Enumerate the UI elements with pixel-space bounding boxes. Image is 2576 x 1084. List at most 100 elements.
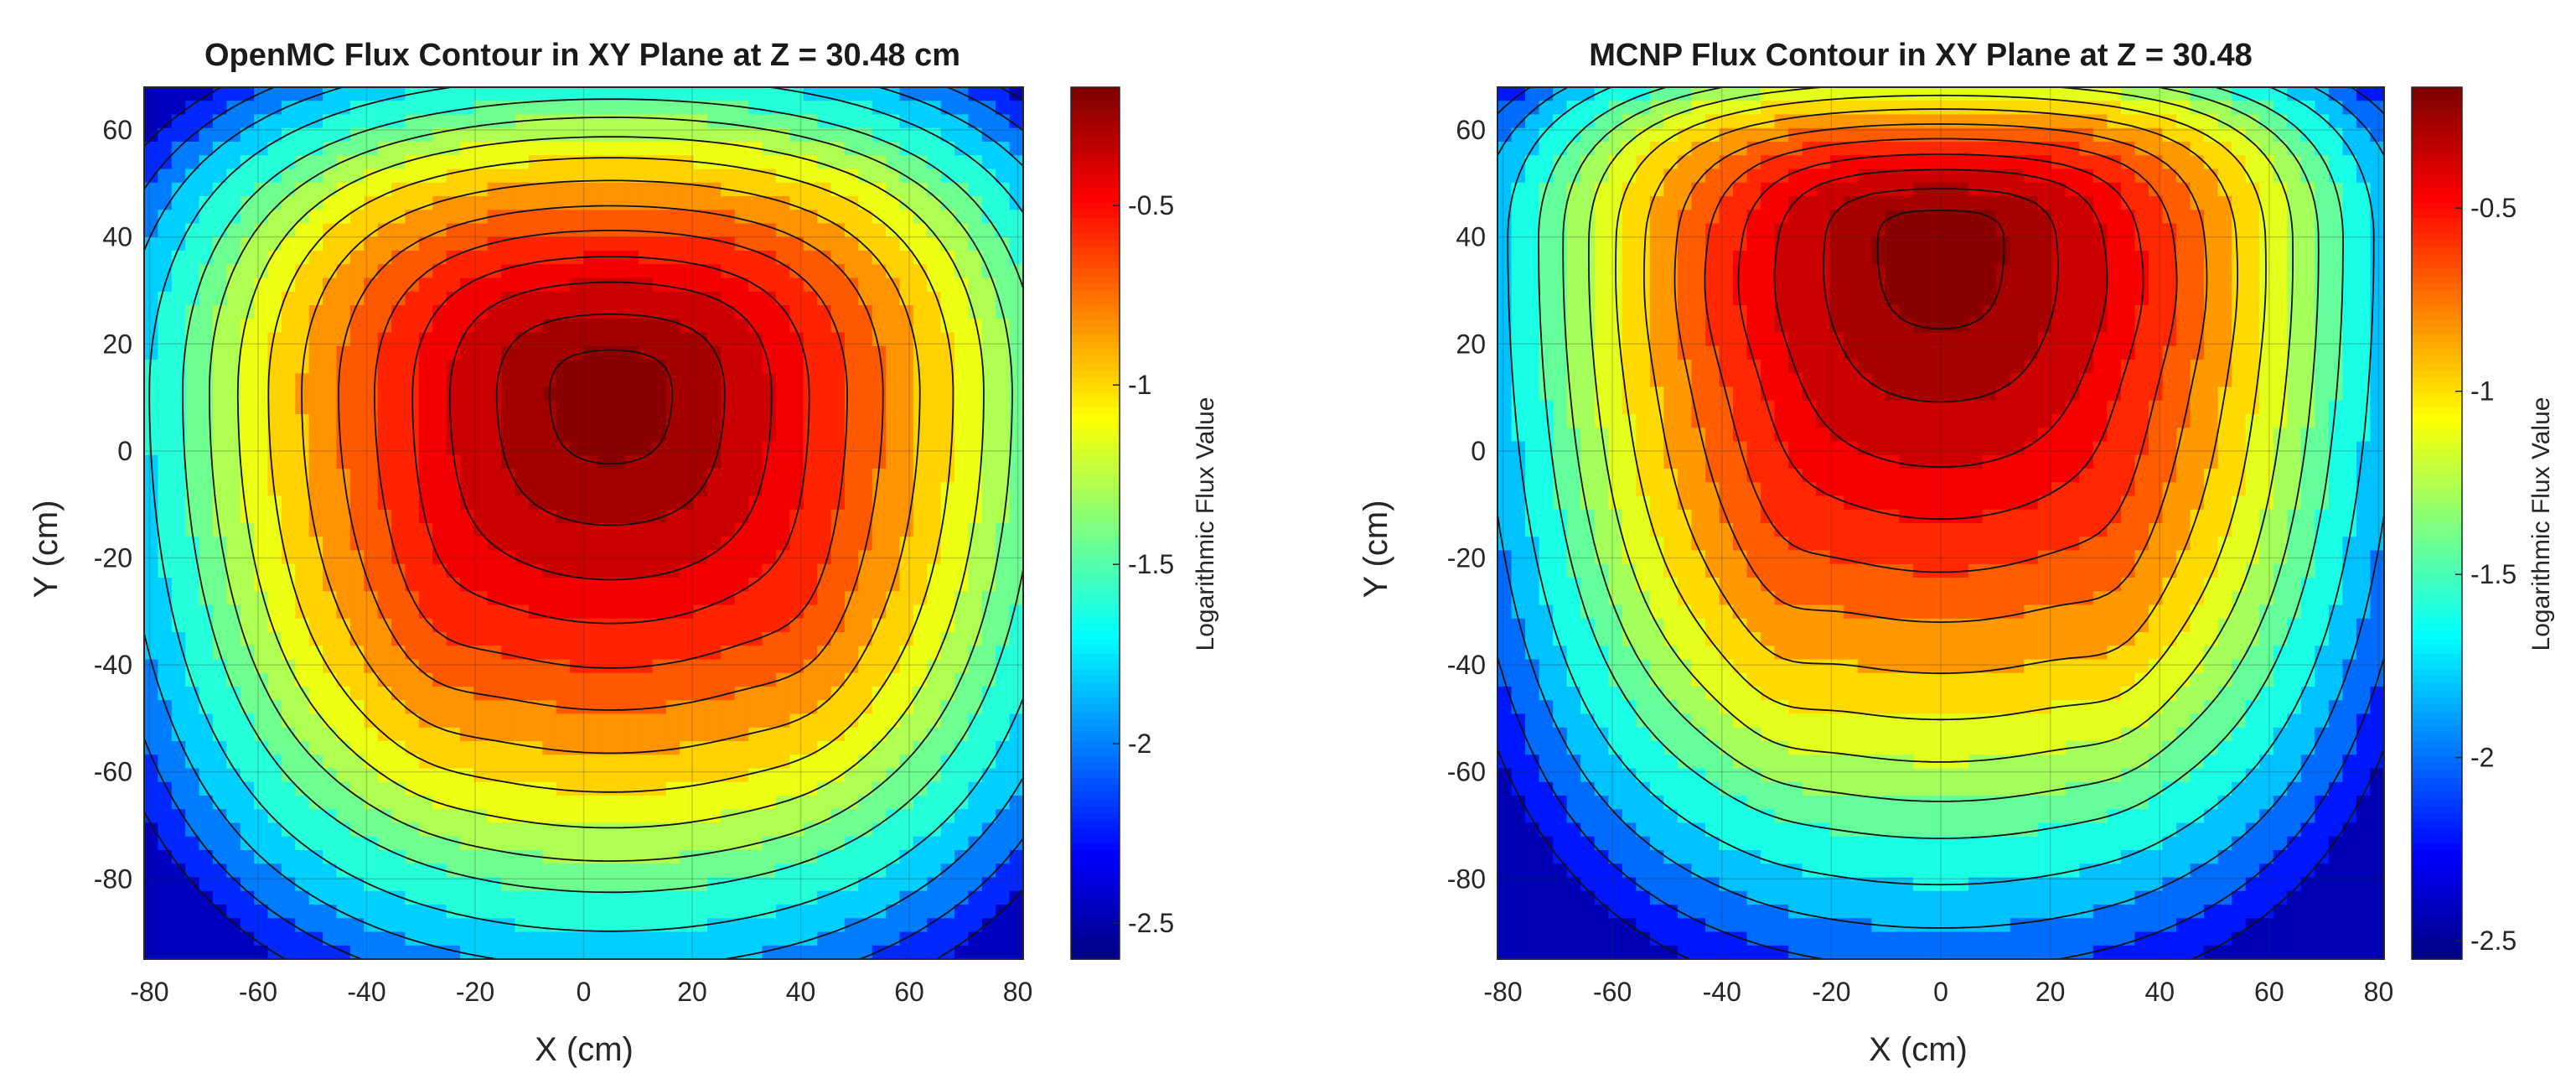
contour-cell bbox=[556, 945, 571, 959]
contour-cell bbox=[515, 509, 530, 524]
contour-cell bbox=[899, 713, 914, 729]
contour-cell bbox=[364, 755, 379, 770]
contour-cell bbox=[707, 796, 722, 811]
contour-cell bbox=[459, 236, 475, 252]
contour-cell bbox=[597, 400, 613, 415]
contour-cell bbox=[391, 319, 406, 334]
contour-cell bbox=[158, 877, 173, 892]
contour-cell bbox=[501, 945, 516, 959]
contour-cell bbox=[295, 713, 310, 729]
contour-cell bbox=[281, 428, 297, 443]
contour-cell bbox=[185, 850, 200, 865]
contour-cell bbox=[1553, 550, 1568, 565]
contour-cell bbox=[308, 523, 323, 538]
contour-cell bbox=[199, 291, 214, 306]
contour-cell bbox=[775, 632, 791, 647]
contour-cell bbox=[665, 114, 681, 129]
contour-cell bbox=[1525, 223, 1540, 238]
contour-cell bbox=[1594, 604, 1610, 620]
contour-cell bbox=[844, 127, 860, 143]
contour-cell bbox=[1580, 196, 1596, 211]
contour-cell bbox=[639, 319, 654, 334]
contour-cell bbox=[858, 277, 873, 293]
contour-cell bbox=[377, 495, 392, 511]
contour-cell bbox=[487, 196, 502, 211]
contour-cell bbox=[913, 537, 928, 552]
contour-cell bbox=[913, 169, 928, 184]
contour-cell bbox=[570, 809, 585, 824]
contour-cell bbox=[583, 905, 598, 920]
contour-cell bbox=[473, 127, 489, 143]
contour-cell bbox=[418, 591, 433, 606]
contour-cell bbox=[639, 578, 654, 593]
contour-cell bbox=[281, 618, 297, 633]
contour-cell bbox=[1511, 890, 1526, 905]
contour-cell bbox=[1622, 277, 1637, 293]
contour-cell bbox=[665, 428, 681, 443]
contour-cell bbox=[680, 618, 695, 633]
contour-cell bbox=[1594, 877, 1610, 892]
contour-cell bbox=[501, 114, 516, 129]
contour-cell bbox=[1566, 822, 1581, 838]
contour-cell bbox=[570, 604, 585, 620]
contour-cell bbox=[542, 87, 557, 102]
contour-cell bbox=[680, 345, 695, 360]
contour-cell bbox=[1497, 578, 1513, 593]
contour-cell bbox=[1594, 809, 1610, 824]
contour-cell bbox=[349, 768, 365, 783]
contour-cell bbox=[1608, 918, 1623, 933]
contour-cell bbox=[1553, 877, 1568, 892]
contour-cell bbox=[981, 386, 997, 402]
contour-cell bbox=[528, 781, 544, 796]
contour-cell bbox=[171, 386, 186, 402]
contour-cell bbox=[707, 345, 722, 360]
contour-cell bbox=[267, 441, 282, 456]
contour-cell bbox=[996, 251, 1011, 266]
contour-cell bbox=[391, 414, 406, 429]
contour-cell bbox=[515, 210, 530, 225]
contour-cell bbox=[775, 836, 791, 851]
contour-cell bbox=[295, 495, 310, 511]
contour-cell bbox=[199, 646, 214, 661]
contour-cell bbox=[459, 386, 475, 402]
contour-cell bbox=[611, 509, 626, 524]
contour-cell bbox=[515, 386, 530, 402]
contour-cell bbox=[281, 523, 297, 538]
contour-cell bbox=[226, 890, 241, 905]
contour-cell bbox=[1608, 441, 1623, 456]
contour-cell bbox=[281, 796, 297, 811]
contour-cell bbox=[391, 809, 406, 824]
contour-cell bbox=[308, 646, 323, 661]
contour-cell bbox=[364, 809, 379, 824]
contour-cell bbox=[1553, 196, 1568, 211]
contour-cell bbox=[308, 345, 323, 360]
contour-cell bbox=[1566, 469, 1581, 484]
contour-cell bbox=[418, 768, 433, 783]
contour-cell bbox=[473, 931, 489, 947]
contour-cell bbox=[583, 727, 598, 742]
contour-cell bbox=[913, 210, 928, 225]
colorbar-swatch bbox=[1071, 341, 1120, 350]
contour-cell bbox=[721, 632, 736, 647]
contour-cell bbox=[308, 400, 323, 415]
contour-cell bbox=[789, 345, 804, 360]
contour-cell bbox=[913, 182, 928, 197]
contour-cell bbox=[844, 210, 860, 225]
contour-cell bbox=[996, 264, 1011, 279]
contour-cell bbox=[775, 781, 791, 796]
colorbar-swatch bbox=[1071, 501, 1120, 510]
contour-cell bbox=[652, 537, 667, 552]
contour-cell bbox=[212, 360, 228, 375]
contour-cell bbox=[267, 360, 282, 375]
colorbar-swatch bbox=[1071, 821, 1120, 829]
contour-cell bbox=[487, 87, 502, 102]
contour-cell bbox=[377, 713, 392, 729]
contour-cell bbox=[721, 550, 736, 565]
colorbar-swatch bbox=[1071, 894, 1120, 902]
colorbar-swatch bbox=[1071, 763, 1120, 771]
contour-cell bbox=[501, 918, 516, 933]
contour-cell bbox=[556, 264, 571, 279]
contour-cell bbox=[323, 836, 338, 851]
contour-cell bbox=[528, 713, 544, 729]
colorbar-swatch bbox=[1071, 371, 1120, 379]
